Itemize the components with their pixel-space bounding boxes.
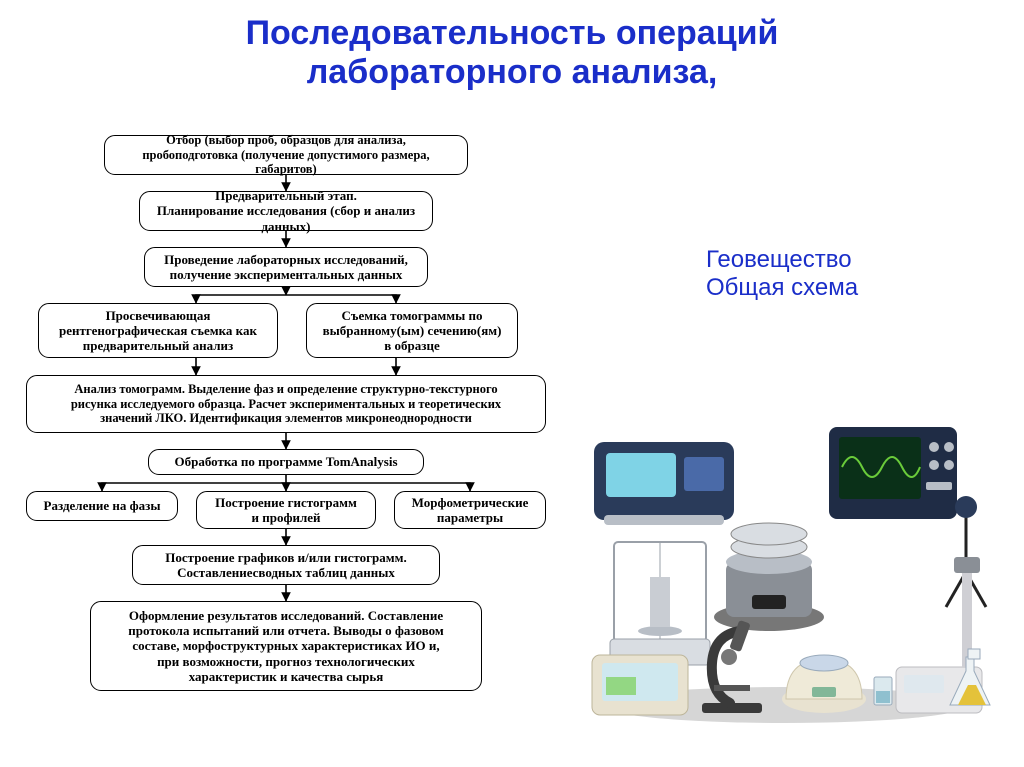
slide-subtitle: Геовещество Общая схема: [706, 246, 858, 302]
lab-equipment-illustration: [574, 407, 994, 727]
flow-node-n1: Отбор (выбор проб, образцов для анализа,…: [104, 135, 468, 175]
subtitle-line-2: Общая схема: [706, 274, 858, 301]
beaker-icon: [874, 677, 892, 705]
flow-node-n4b: Съемка томограммы повыбранному(ым) сечен…: [306, 303, 518, 358]
title-line-1: Последовательность операций: [246, 14, 779, 52]
flow-node-n3: Проведение лабораторных исследований,пол…: [144, 247, 428, 287]
slide: Последовательность операций лабораторног…: [0, 0, 1024, 767]
spectrophotometer-icon: [594, 442, 734, 525]
tablet-icon: [592, 655, 688, 715]
balance-enclosure-icon: [610, 542, 710, 665]
flow-node-n9: Оформление результатов исследований. Сос…: [90, 601, 482, 691]
slide-title: Последовательность операций лабораторног…: [0, 14, 1024, 92]
title-line-2: лабораторного анализа,: [307, 53, 718, 91]
flow-node-n4a: Просвечивающаярентгенографическая съемка…: [38, 303, 278, 358]
flow-node-n7a: Разделение на фазы: [26, 491, 178, 521]
sieve-shaker-icon: [714, 523, 824, 631]
equipment-svg: [574, 407, 994, 727]
flow-node-n6: Обработка по программе TomAnalysis: [148, 449, 424, 475]
flow-node-n5: Анализ томограмм. Выделение фаз и опреде…: [26, 375, 546, 433]
flow-node-n7c: Морфометрическиепараметры: [394, 491, 546, 529]
flow-node-n8: Построение графиков и/или гистограмм.Сос…: [132, 545, 440, 585]
flow-node-n7b: Построение гистограмми профилей: [196, 491, 376, 529]
flow-node-n2: Предварительный этап.Планирование исслед…: [139, 191, 433, 231]
subtitle-line-1: Геовещество: [706, 246, 852, 273]
centrifuge-icon: [782, 655, 866, 713]
oscilloscope-icon: [829, 427, 957, 519]
